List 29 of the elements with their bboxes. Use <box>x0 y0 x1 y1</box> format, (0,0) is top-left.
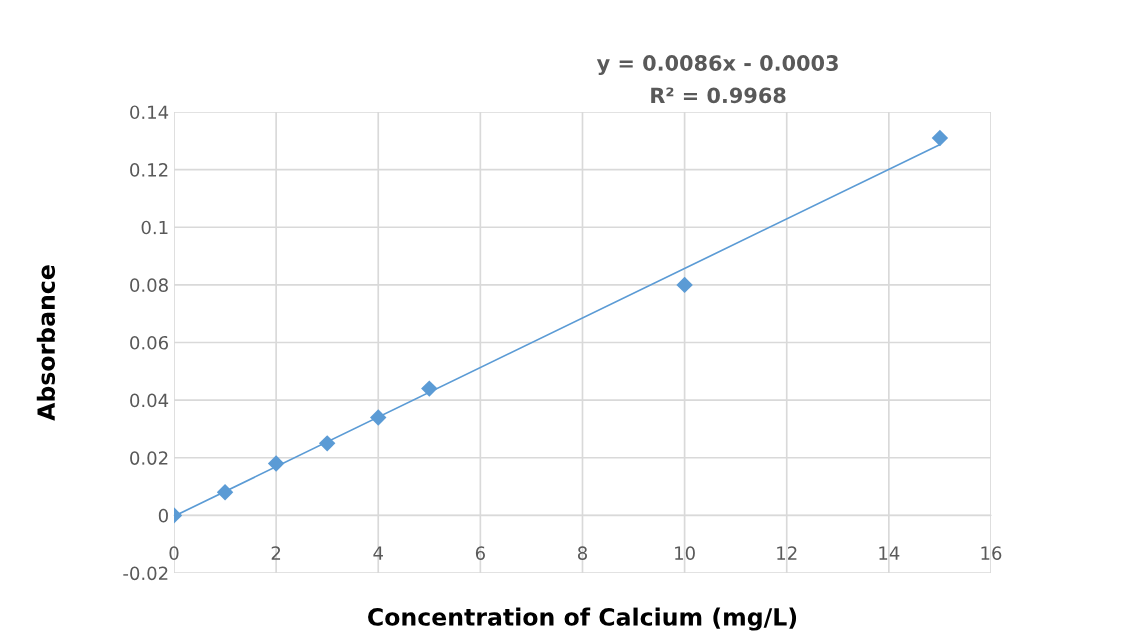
x-tick-label: 10 <box>675 546 695 560</box>
x-tick-label: 6 <box>475 546 485 560</box>
y-tick-label: 0.02 <box>130 451 168 465</box>
y-tick-label: 0.06 <box>130 335 168 350</box>
point <box>216 484 234 501</box>
y-tick-label: -0.02 <box>123 566 168 581</box>
y-tick-label: 0.12 <box>130 163 168 177</box>
point <box>267 455 285 472</box>
x-axis-title: Concentration of Calcium (mg/L) <box>368 607 797 631</box>
y-axis-title: Absorbance <box>36 265 56 421</box>
text: R² = 0.9968 <box>651 87 786 104</box>
x-tick-label: 4 <box>373 546 383 560</box>
y-tick-label: 0.14 <box>130 105 169 120</box>
x-tick-label: 0 <box>169 546 179 560</box>
point <box>421 380 438 397</box>
x-tick-label: 2 <box>271 546 281 560</box>
x-tick-label: 16 <box>981 546 1002 560</box>
point <box>676 276 693 294</box>
y-tick-label: 0.1 <box>141 220 168 235</box>
y-tick-label: 0.04 <box>130 393 169 408</box>
point <box>931 129 949 147</box>
x-tick-label: 8 <box>577 546 587 560</box>
text: y = 0.0086x - 0.0003 <box>596 55 838 76</box>
y-tick-label: 0 <box>158 508 168 523</box>
point <box>318 435 336 452</box>
point <box>370 409 387 426</box>
x-tick-label: 12 <box>777 546 797 560</box>
x-tick-label: 14 <box>879 546 900 560</box>
y-tick-label: 0.08 <box>130 278 168 292</box>
